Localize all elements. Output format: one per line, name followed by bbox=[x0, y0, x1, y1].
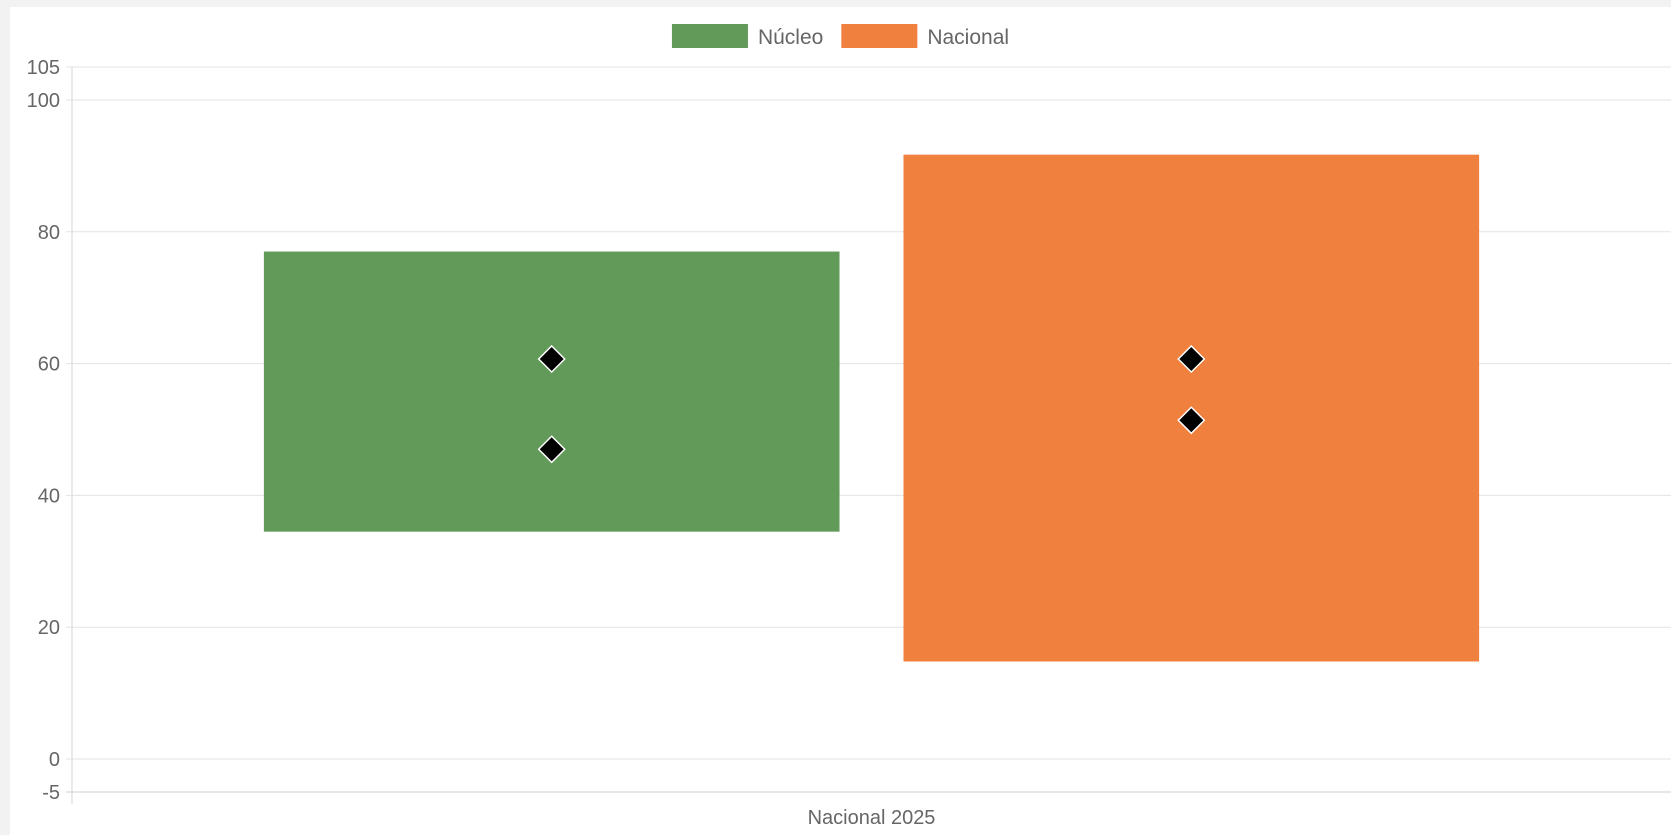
markers bbox=[537, 344, 1206, 464]
legend-swatch-nacional bbox=[841, 24, 918, 48]
x-tick-label: Nacional 2025 bbox=[808, 807, 936, 829]
legend: Núcleo Nacional bbox=[671, 24, 1009, 49]
legend-label: Núcleo bbox=[758, 26, 823, 49]
bars bbox=[263, 154, 1480, 662]
chart-panel: 105 100 80 60 40 20 0 -5 Nacional 2025 Núcleo Nac… bbox=[10, 7, 1671, 835]
y-tick-label: 60 bbox=[38, 354, 60, 376]
bar-núcleo bbox=[263, 251, 840, 532]
axes: 105 100 80 60 40 20 0 -5 Nacional 2025 bbox=[27, 57, 936, 829]
y-tick-label: 20 bbox=[38, 617, 60, 639]
y-tick-label: 100 bbox=[27, 90, 60, 112]
y-tick-label: 80 bbox=[38, 222, 60, 244]
y-tick-label: -5 bbox=[42, 782, 60, 804]
y-tick-label: 40 bbox=[38, 485, 60, 507]
marker-núcleo-0 bbox=[537, 344, 566, 374]
legend-label: Nacional bbox=[927, 26, 1009, 49]
y-tick-label: 105 bbox=[27, 57, 60, 79]
chart: 105 100 80 60 40 20 0 -5 Nacional 2025 Núcleo Nac… bbox=[27, 24, 1671, 829]
y-tick-label: 0 bbox=[49, 749, 60, 771]
marker-núcleo-1 bbox=[537, 435, 566, 464]
legend-swatch-núcleo bbox=[671, 24, 748, 48]
marker-nacional-0 bbox=[1177, 344, 1206, 374]
marker-nacional-1 bbox=[1177, 406, 1206, 435]
